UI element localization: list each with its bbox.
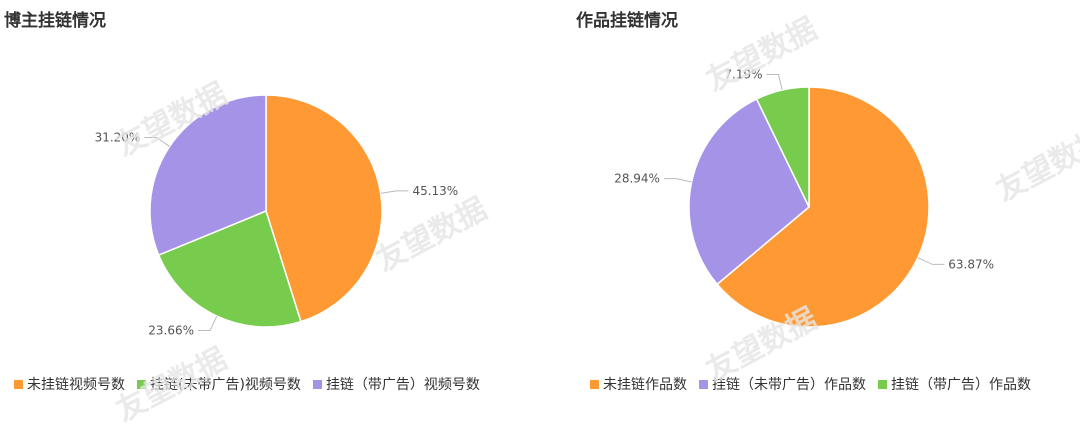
label-leader-line — [198, 315, 218, 332]
label-leader-line — [144, 137, 170, 147]
pie-chart: 45.13% 23.66% 31.20% — [95, 94, 458, 338]
legend-swatch — [137, 379, 146, 389]
label-leader-line — [766, 73, 783, 91]
legend-label: 未挂链视频号数 — [27, 377, 125, 393]
pie-slice — [716, 86, 930, 328]
pie-chart: 63.87% 28.94% 7.19% — [614, 67, 994, 328]
legend-label: 挂链（带广告）作品数 — [891, 377, 1031, 393]
legend-item[interactable]: 挂链(未带广告)视频号数 — [137, 374, 301, 394]
legend-item[interactable]: 挂链（带广告）作品数 — [878, 374, 1031, 394]
legend-label: 挂链(未带广告)视频号数 — [150, 377, 301, 393]
slice-percent-label: 31.20% — [95, 131, 141, 145]
pie-slice — [265, 94, 383, 323]
works-chart-panel: 作品挂链情况 63.87% 28.94% 7.19% 未挂链作品数 挂链（未带广告）作… — [540, 0, 1080, 400]
chart-title: 作品挂链情况 — [576, 11, 678, 31]
legend-item[interactable]: 挂链（带广告）视频号数 — [312, 374, 480, 394]
legend-item[interactable]: 未挂链作品数 — [590, 374, 687, 394]
legend-label: 挂链（未带广告）作品数 — [712, 377, 866, 393]
label-leader-line — [663, 178, 692, 183]
slice-percent-label: 45.13% — [412, 184, 458, 198]
chart-legend: 未挂链作品数 挂链（未带广告）作品数 挂链（带广告）作品数 — [590, 374, 1043, 394]
legend-swatch — [699, 379, 708, 389]
legend-label: 挂链（带广告）视频号数 — [325, 377, 480, 393]
slice-percent-label: 7.19% — [724, 67, 762, 81]
legend-swatch — [312, 379, 322, 389]
chart-legend: 未挂链视频号数 挂链(未带广告)视频号数 挂链（带广告）视频号数 — [14, 374, 492, 394]
blogger-chart-panel: 博主挂链情况 45.13% 23.66% 31.20% 未挂链视频号数 挂链(未带广告… — [0, 0, 540, 400]
legend-label: 未挂链作品数 — [603, 377, 687, 393]
label-leader-line — [380, 190, 409, 194]
label-leader-line — [917, 257, 945, 265]
slice-percent-label: 23.66% — [148, 324, 194, 338]
chart-title: 博主挂链情况 — [4, 11, 106, 31]
pie-slice — [149, 94, 267, 256]
legend-swatch — [590, 379, 599, 389]
slice-percent-label: 63.87% — [948, 257, 994, 271]
legend-item[interactable]: 挂链（未带广告）作品数 — [699, 374, 866, 394]
legend-swatch — [14, 379, 23, 389]
slice-percent-label: 28.94% — [614, 172, 660, 186]
pie-slice — [157, 210, 302, 328]
legend-item[interactable]: 未挂链视频号数 — [14, 374, 125, 394]
legend-swatch — [878, 379, 887, 389]
